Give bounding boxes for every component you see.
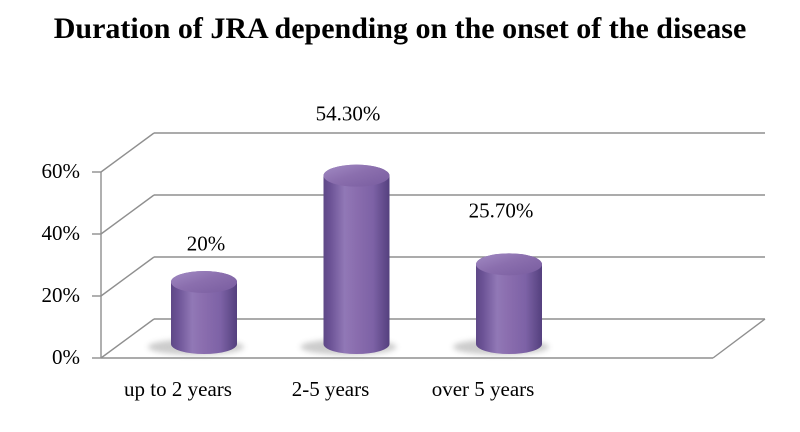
data-label-2: 54.30% — [316, 102, 381, 126]
labels: 0% 20% 40% 60% 20% 54.30% 25.70% up to 2 years 2… — [42, 102, 535, 402]
data-label-3: 25.70% — [469, 199, 534, 223]
gridline-slant-0% — [100, 318, 155, 359]
gridline-slant-40% — [100, 194, 155, 235]
chart-title: Duration of JRA depending on the onset o… — [53, 12, 747, 45]
category-label-2: 2-5 years — [292, 377, 370, 401]
category-label-1: up to 2 years — [124, 377, 232, 401]
grid-and-axes — [92, 132, 766, 359]
cylinder-top-1 — [171, 271, 237, 293]
cylinder-top-2 — [323, 164, 390, 187]
y-axis-label-60%: 60% — [42, 159, 81, 183]
y-axis-label-40%: 40% — [42, 221, 81, 245]
cylinder-body-1 — [171, 271, 237, 354]
cylinder-body-2 — [323, 164, 390, 354]
gridline-slant-60% — [100, 132, 155, 173]
data-label-1: 20% — [187, 232, 226, 256]
y-axis-label-0%: 0% — [52, 345, 80, 369]
cylinders — [171, 164, 542, 354]
floor-right-edge — [712, 318, 766, 359]
y-axis-label-20%: 20% — [42, 283, 81, 307]
cylinder-top-3 — [476, 253, 542, 276]
cylinder-body-3 — [476, 253, 542, 354]
gridline-slant-20% — [100, 256, 155, 297]
category-label-3: over 5 years — [432, 377, 535, 401]
